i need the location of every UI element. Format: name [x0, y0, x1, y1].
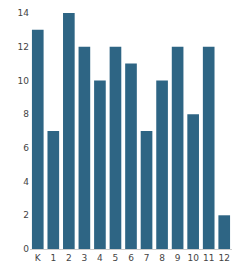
svg-text:4: 4	[97, 253, 103, 263]
svg-text:9: 9	[175, 253, 181, 263]
svg-text:2: 2	[23, 210, 29, 220]
svg-text:1: 1	[50, 253, 56, 263]
svg-text:6: 6	[128, 253, 134, 263]
svg-text:12: 12	[18, 42, 29, 52]
svg-text:K: K	[35, 253, 42, 263]
svg-text:11: 11	[203, 253, 214, 263]
svg-text:0: 0	[23, 244, 29, 254]
svg-text:7: 7	[144, 253, 150, 263]
svg-text:12: 12	[219, 253, 230, 263]
svg-text:14: 14	[18, 8, 30, 18]
svg-text:3: 3	[82, 253, 88, 263]
svg-text:4: 4	[23, 177, 29, 187]
svg-text:5: 5	[113, 253, 119, 263]
svg-text:10: 10	[187, 253, 199, 263]
svg-text:8: 8	[159, 253, 165, 263]
svg-text:8: 8	[23, 109, 29, 119]
svg-text:2: 2	[66, 253, 72, 263]
svg-text:10: 10	[18, 76, 30, 86]
svg-text:6: 6	[23, 143, 29, 153]
